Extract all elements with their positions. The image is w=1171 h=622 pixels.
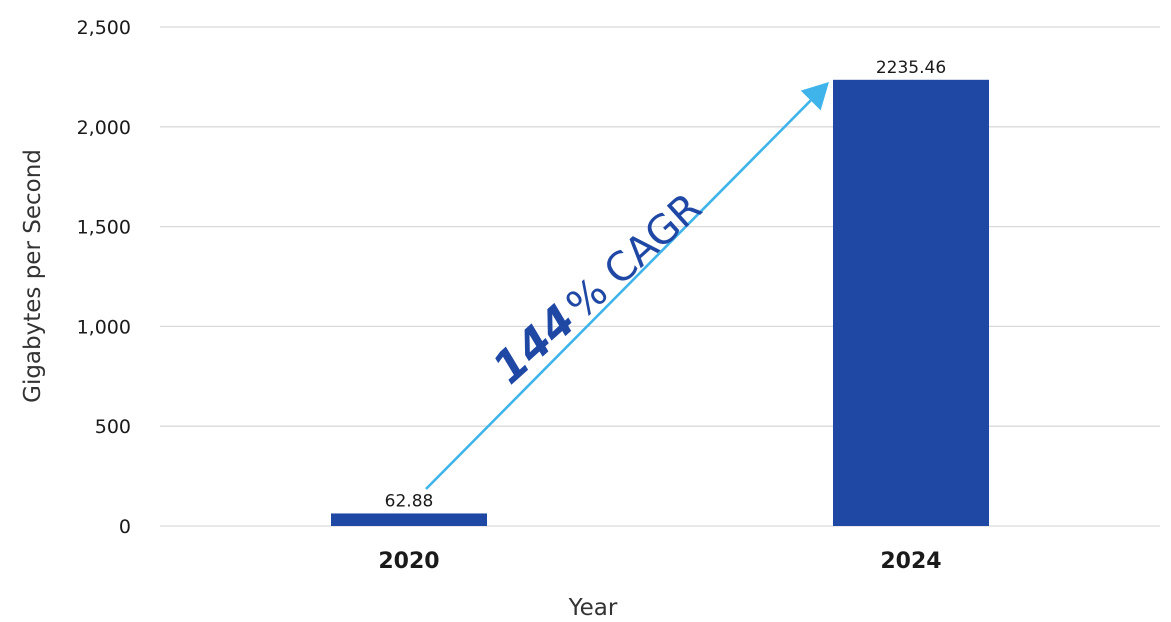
y-axis-ticks: 0 500 1,000 1,500 2,000 2,500 [77, 17, 131, 538]
bar [331, 513, 487, 526]
y-tick-label: 2,000 [77, 117, 131, 139]
cagr-arrow-line [425, 99, 812, 490]
cagr-label: % CAGR [558, 185, 711, 329]
y-tick-label: 1,000 [77, 316, 131, 338]
y-tick-label: 500 [95, 416, 131, 438]
bar [833, 79, 989, 526]
y-tick-label: 0 [119, 516, 131, 538]
x-category-label: 2020 [378, 549, 439, 574]
cagr-arrow-head [800, 82, 829, 111]
cagr-annotation: 144 % CAGR [483, 182, 711, 395]
x-axis-categories: 2020 2024 [378, 549, 941, 574]
data-label: 62.88 [385, 491, 434, 511]
cagr-arrow [425, 82, 829, 490]
y-tick-label: 1,500 [77, 217, 131, 239]
bars: 62.88 2235.46 [331, 58, 989, 526]
y-tick-label: 2,500 [77, 17, 131, 39]
x-axis-title: Year [568, 595, 618, 621]
gridlines [160, 26, 1160, 527]
x-category-label: 2024 [880, 549, 941, 574]
y-axis-title: Gigabytes per Second [20, 149, 46, 403]
data-label: 2235.46 [876, 58, 946, 78]
